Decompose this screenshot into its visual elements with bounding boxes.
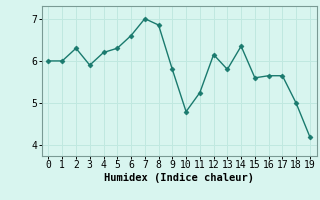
X-axis label: Humidex (Indice chaleur): Humidex (Indice chaleur)	[104, 173, 254, 183]
